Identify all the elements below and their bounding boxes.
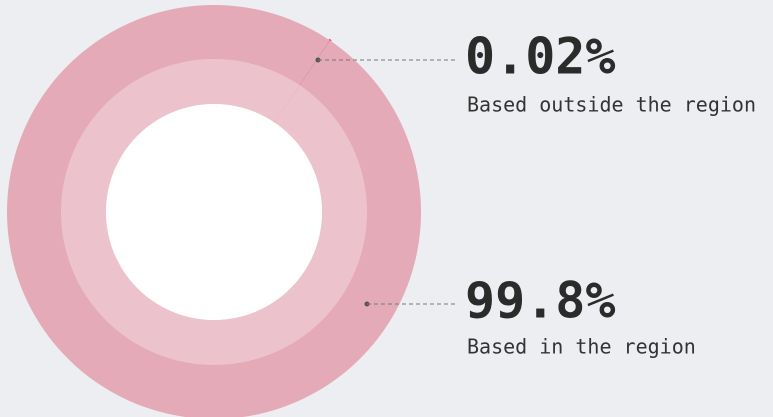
value-label: 99.8%: [465, 272, 616, 330]
donut-hole: [106, 104, 322, 320]
category-label: Based outside the region: [467, 93, 756, 117]
category-label: Based in the region: [467, 335, 696, 359]
value-label: 0.02%: [465, 28, 616, 86]
slice: [7, 5, 421, 417]
